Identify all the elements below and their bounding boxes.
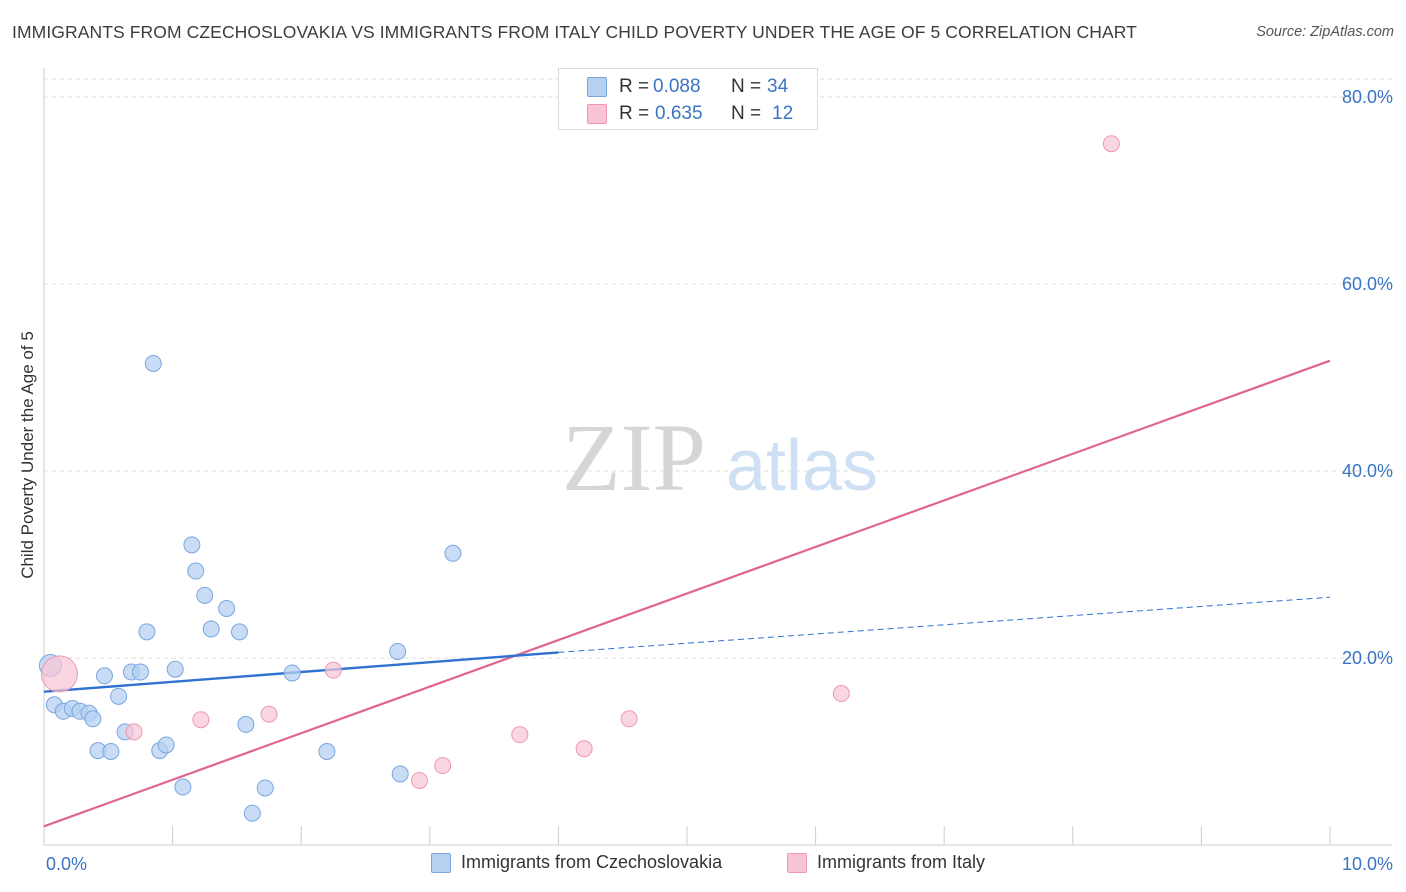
y-tick-label: 60.0% (1342, 274, 1393, 294)
watermark-atlas: atlas (726, 426, 878, 506)
data-point-czech (283, 664, 301, 682)
legend-label-czech: Immigrants from Czechoslovakia (461, 852, 723, 872)
data-point-czech (391, 765, 409, 783)
source-label: Source: ZipAtlas.com (1256, 24, 1394, 40)
axis-layer (43, 68, 1392, 846)
r-value: 0.635 (655, 103, 703, 124)
series-legend: Immigrants from Czechoslovakia Immigrant… (0, 852, 1406, 878)
data-point-czech (389, 642, 407, 660)
legend-item-italy: Immigrants from Italy (787, 852, 985, 873)
trendline-italy (43, 359, 1331, 828)
data-point-italy (260, 705, 278, 723)
data-point-italy (411, 771, 429, 789)
data-point-czech (230, 623, 248, 641)
n-label: N = (731, 76, 762, 97)
data-point-czech (144, 354, 162, 372)
y-tick-label: 20.0% (1342, 648, 1393, 668)
data-point-italy (192, 711, 210, 729)
data-point-italy (620, 710, 638, 728)
watermark: ZIP atlas (562, 404, 878, 511)
points-layer (38, 135, 1120, 822)
data-point-czech (174, 778, 192, 796)
correlation-legend: R = 0.088 N = 34 R = 0.635 N = 12 (558, 68, 818, 130)
data-point-czech (202, 620, 220, 638)
data-point-italy (434, 757, 452, 775)
data-point-czech (196, 586, 214, 604)
x-tick-label: 0.0% (46, 854, 87, 874)
data-point-czech (166, 660, 184, 678)
data-point-czech (157, 736, 175, 754)
correlation-row-italy: R = 0.635 N = 12 (559, 101, 817, 127)
data-point-czech (131, 663, 149, 681)
data-point-czech (444, 544, 462, 562)
czech-legend-swatch (431, 852, 451, 873)
n-value: 34 (767, 76, 789, 97)
x-tick-label: 10.0% (1342, 854, 1393, 874)
watermark-zip: ZIP (562, 404, 706, 511)
grid-layer (44, 78, 1392, 659)
czech-swatch (587, 77, 607, 97)
data-point-czech (84, 710, 102, 728)
data-point-czech (218, 599, 236, 617)
trendline-czech (43, 651, 559, 693)
data-point-italy (125, 723, 143, 741)
y-tick-label: 40.0% (1342, 461, 1393, 481)
legend-item-czech: Immigrants from Czechoslovakia (431, 852, 722, 873)
italy-legend-swatch (787, 852, 807, 873)
data-point-italy (40, 655, 78, 693)
r-label: R = (619, 103, 650, 124)
r-value: 0.088 (653, 76, 701, 97)
trendline-czech-extension (558, 596, 1331, 653)
data-point-czech (243, 804, 261, 822)
data-point-czech (318, 743, 336, 760)
trend-layer (43, 359, 1331, 828)
n-label: N = (731, 103, 762, 124)
n-value: 12 (772, 103, 794, 124)
italy-swatch (587, 104, 607, 124)
chart-title: IMMIGRANTS FROM CZECHOSLOVAKIA VS IMMIGR… (12, 22, 1137, 42)
data-point-czech (183, 536, 201, 554)
correlation-row-czech: R = 0.088 N = 34 (559, 74, 817, 100)
data-point-czech (187, 562, 205, 580)
data-point-czech (256, 779, 274, 797)
data-point-italy (1102, 135, 1120, 153)
data-point-italy (511, 726, 529, 744)
data-point-italy (575, 740, 593, 758)
y-tick-label: 80.0% (1342, 87, 1393, 107)
legend-label-italy: Immigrants from Italy (817, 852, 986, 872)
data-point-italy (324, 661, 342, 679)
data-point-czech (138, 623, 156, 641)
data-point-italy (832, 685, 850, 703)
r-label: R = (619, 76, 650, 97)
data-point-czech (237, 715, 255, 733)
tick-labels: 20.0% 40.0% 60.0% 80.0% 0.0% 10.0% (46, 87, 1393, 874)
data-point-czech (102, 743, 120, 760)
data-point-czech (95, 667, 113, 685)
data-point-czech (110, 687, 128, 705)
